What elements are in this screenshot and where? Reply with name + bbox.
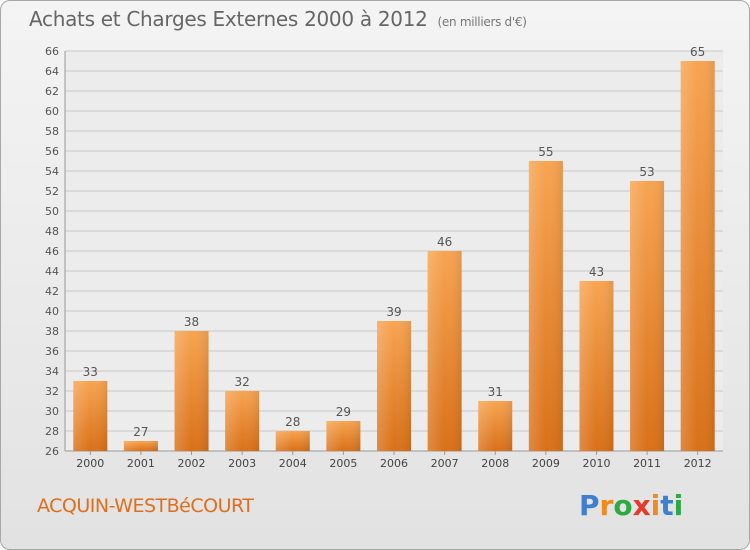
- logo-letter: r: [599, 489, 614, 522]
- data-label-2000: 33: [83, 365, 98, 379]
- bar-shade-2004: [275, 431, 310, 451]
- commune-name: ACQUIN-WESTBéCOURT: [37, 495, 254, 517]
- x-tick-label-2000: 2000: [76, 457, 104, 470]
- chart-title-block: Achats et Charges Externes 2000 à 2012 (e…: [29, 7, 527, 31]
- x-tick-label-2006: 2006: [380, 457, 408, 470]
- logo-letter: t: [660, 489, 674, 522]
- chart-subtitle: (en milliers d'€): [437, 15, 527, 29]
- data-label-2010: 43: [589, 265, 604, 279]
- bar-shade-2012: [680, 61, 715, 451]
- y-tick-label: 62: [45, 85, 59, 98]
- x-tick-label-2007: 2007: [431, 457, 459, 470]
- x-tick-label-2009: 2009: [532, 457, 560, 470]
- bar-shade-2006: [377, 321, 411, 451]
- logo-letter: o: [613, 489, 633, 522]
- data-label-2009: 55: [538, 145, 553, 159]
- x-tick-label-2003: 2003: [228, 457, 256, 470]
- y-tick-label: 40: [45, 305, 59, 318]
- logo-letter: i: [673, 489, 684, 522]
- chart-title: Achats et Charges Externes 2000 à 2012: [29, 7, 428, 31]
- x-tick-label-2008: 2008: [481, 457, 509, 470]
- bar-shade-2002: [174, 331, 209, 451]
- bar-shade-2000: [73, 381, 108, 451]
- y-tick-label: 50: [45, 205, 59, 218]
- data-label-2003: 32: [235, 375, 250, 389]
- bar-shade-2010: [579, 281, 614, 451]
- data-label-2008: 31: [488, 385, 503, 399]
- y-tick-label: 38: [45, 325, 59, 338]
- data-label-2004: 28: [285, 415, 300, 429]
- y-tick-label: 34: [45, 365, 59, 378]
- data-label-2005: 29: [336, 405, 351, 419]
- y-tick-label: 30: [45, 405, 59, 418]
- x-tick-label-2010: 2010: [582, 457, 610, 470]
- y-tick-label: 28: [45, 425, 59, 438]
- logo-letter: x: [632, 489, 651, 522]
- y-tick-label: 36: [45, 345, 59, 358]
- x-tick-label-2004: 2004: [279, 457, 307, 470]
- bar-shade-2008: [478, 401, 513, 451]
- bar-shade-2007: [427, 251, 462, 451]
- data-label-2006: 39: [386, 305, 401, 319]
- x-tick-label-2005: 2005: [329, 457, 357, 470]
- proxiti-logo: Proxiti: [579, 489, 683, 522]
- x-tick-label-2002: 2002: [178, 457, 206, 470]
- y-tick-label: 64: [45, 65, 59, 78]
- y-tick-label: 48: [45, 225, 59, 238]
- y-tick-label: 42: [45, 285, 59, 298]
- data-label-2011: 53: [639, 165, 654, 179]
- bar-shade-2005: [326, 421, 361, 451]
- bar-shade-2009: [528, 161, 563, 451]
- x-tick-label-2001: 2001: [127, 457, 155, 470]
- y-tick-label: 32: [45, 385, 59, 398]
- y-tick-label: 66: [45, 45, 59, 58]
- y-tick-label: 52: [45, 185, 59, 198]
- bar-shade-2011: [630, 181, 665, 451]
- logo-letter: P: [579, 489, 600, 522]
- y-tick-label: 56: [45, 145, 59, 158]
- y-tick-label: 60: [45, 105, 59, 118]
- x-tick-label-2012: 2012: [684, 457, 712, 470]
- logo-letter: i: [650, 489, 661, 522]
- y-tick-label: 46: [45, 245, 59, 258]
- y-tick-label: 44: [45, 265, 59, 278]
- x-tick-label-2011: 2011: [633, 457, 661, 470]
- data-label-2007: 46: [437, 235, 452, 249]
- data-label-2001: 27: [133, 425, 148, 439]
- bar-shade-2003: [225, 391, 260, 451]
- data-label-2012: 65: [690, 45, 705, 59]
- bar-shade-2001: [123, 441, 158, 451]
- y-tick-label: 54: [45, 165, 59, 178]
- y-tick-label: 26: [45, 445, 59, 458]
- y-tick-label: 58: [45, 125, 59, 138]
- data-label-2002: 38: [184, 315, 199, 329]
